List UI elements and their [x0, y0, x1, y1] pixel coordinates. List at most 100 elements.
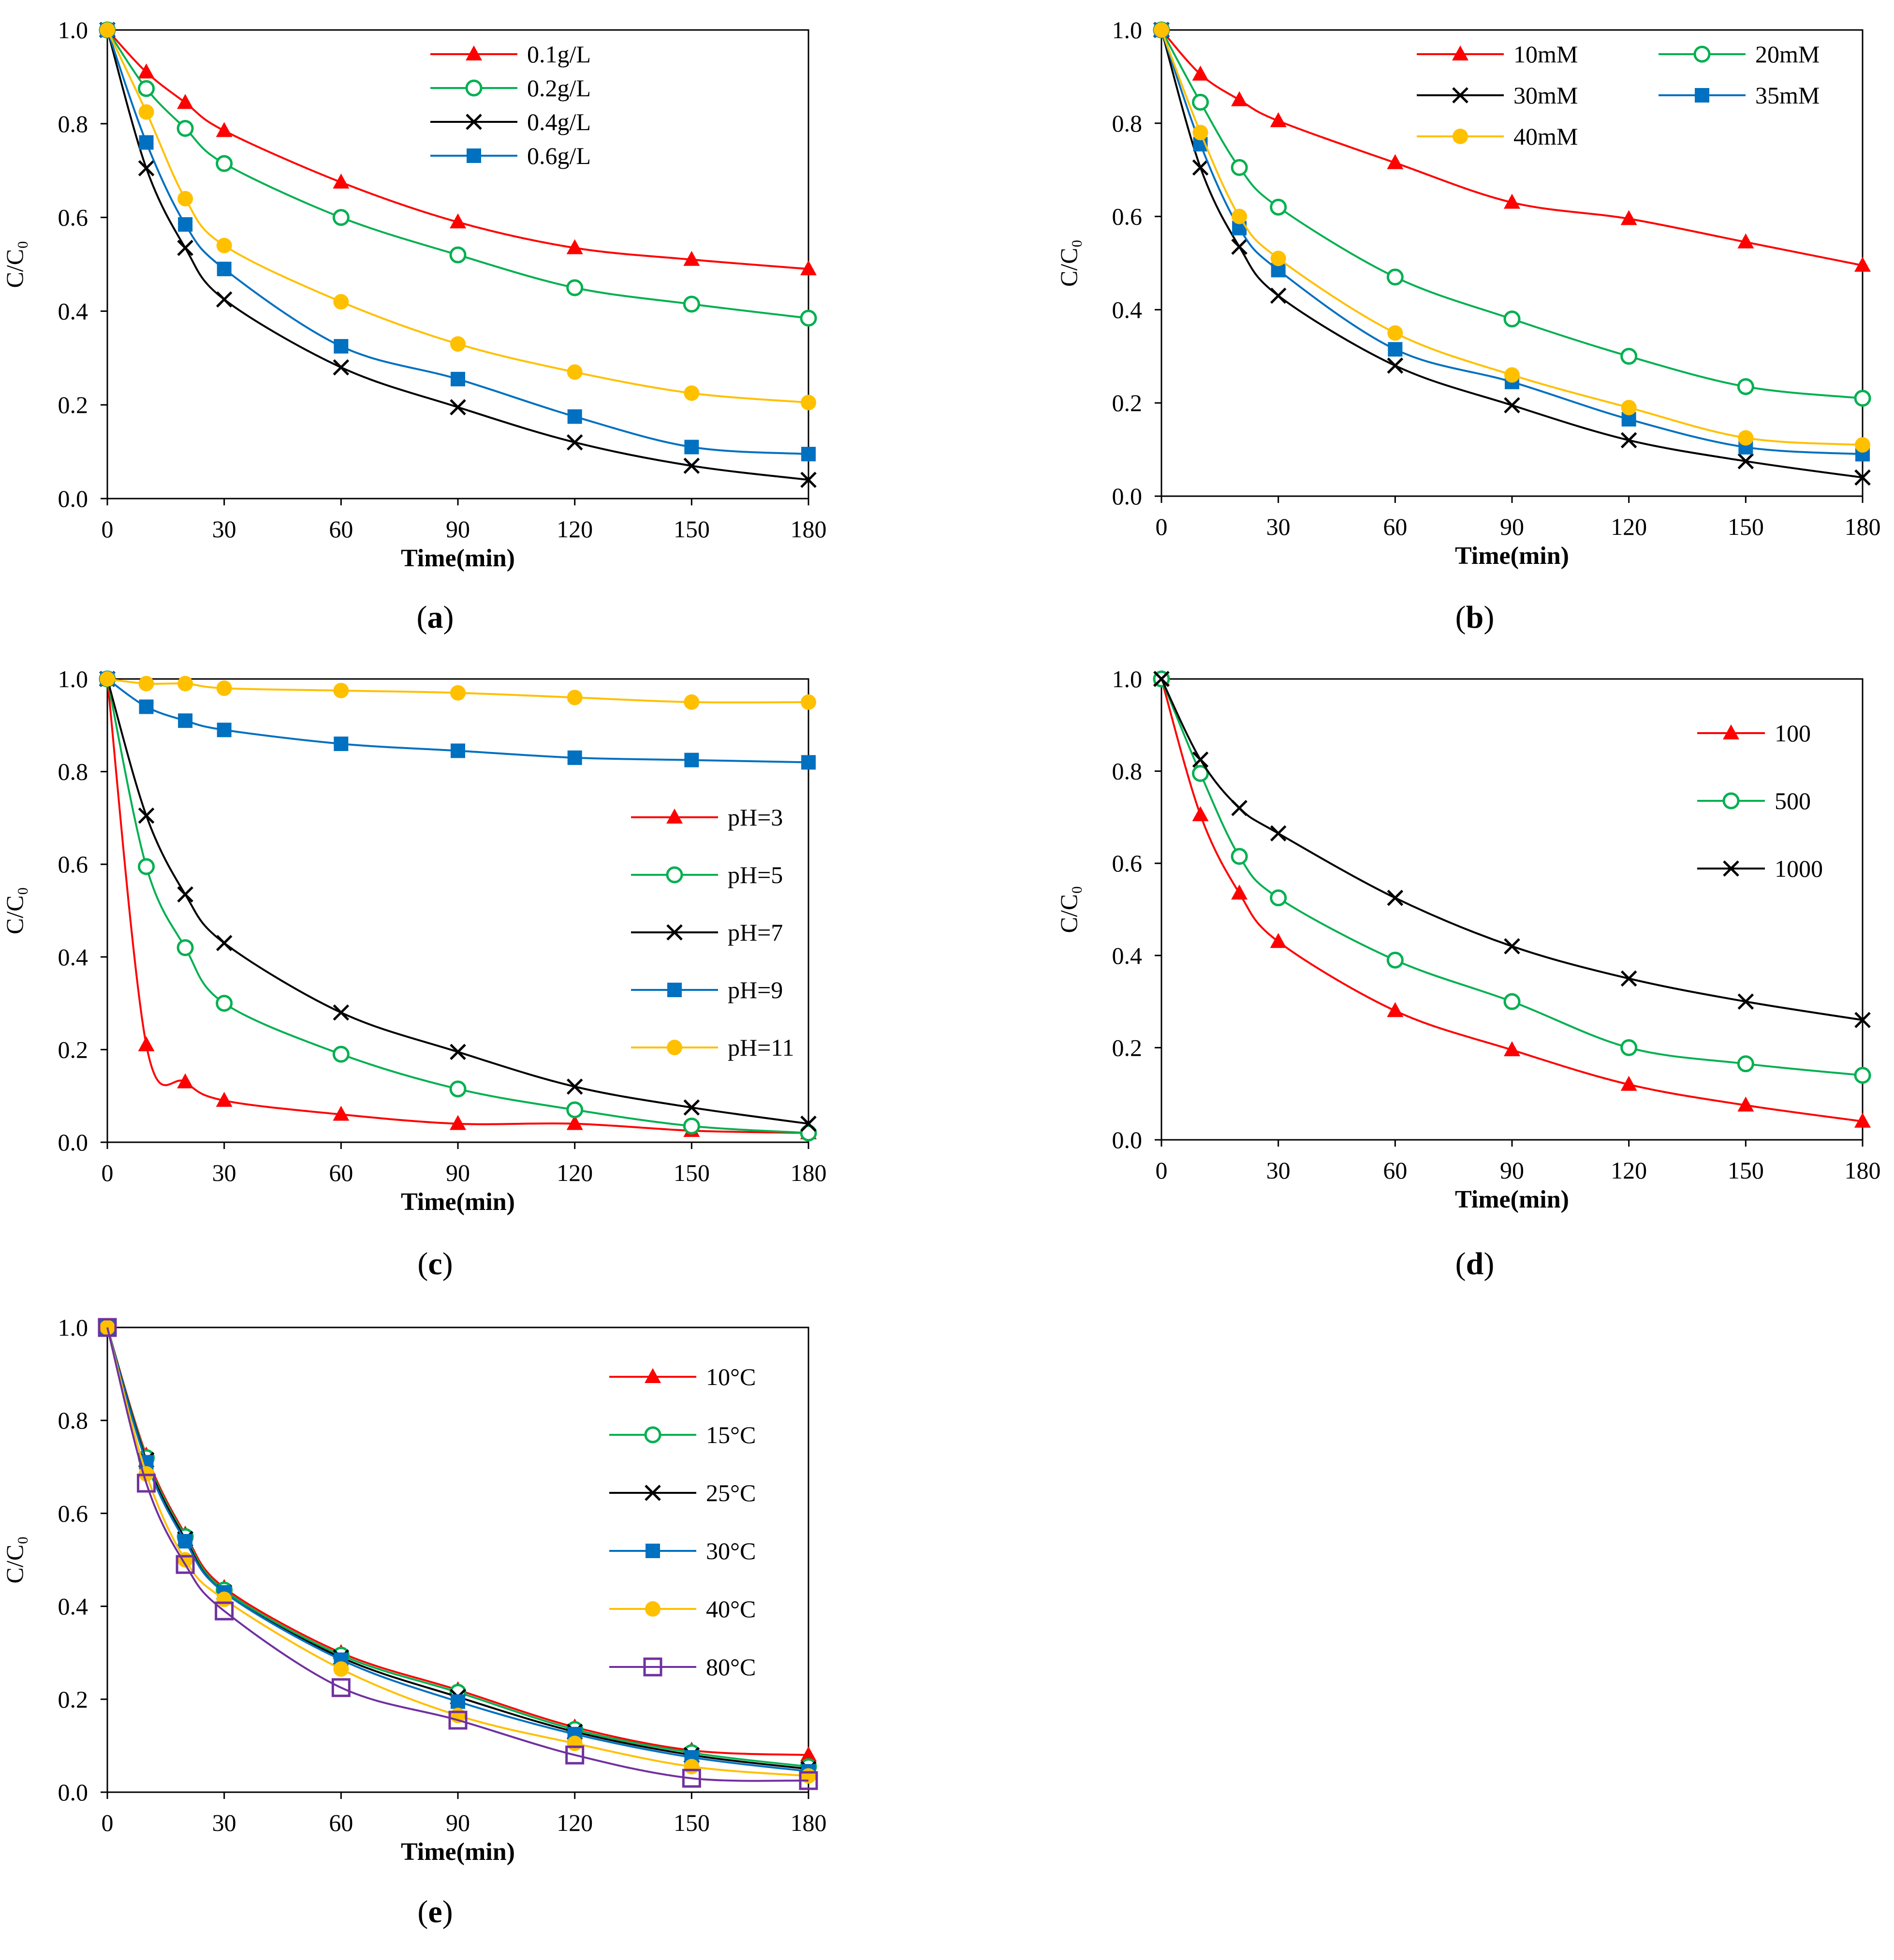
- data-point: [1270, 889, 1287, 907]
- y-axis-title: C/C₀: [1055, 885, 1082, 933]
- legend-marker: [645, 1368, 661, 1383]
- series-line: [106, 1327, 809, 1782]
- data-point: [216, 291, 233, 308]
- caption-paren-open: (: [1455, 600, 1466, 635]
- series-4: [1154, 22, 1870, 453]
- x-tick-label: 90: [446, 1159, 470, 1186]
- data-point: [334, 339, 349, 354]
- x-tick-label: 90: [1500, 513, 1524, 540]
- data-point: [1386, 951, 1404, 969]
- data-point: [1270, 112, 1287, 127]
- panel-caption: (a): [417, 600, 454, 635]
- data-point: [178, 713, 193, 728]
- legend-label: pH=7: [728, 919, 783, 946]
- data-point: [566, 239, 583, 254]
- data-point: [216, 680, 232, 696]
- legend-marker: [667, 1040, 682, 1055]
- x-tick-label: 0: [102, 1809, 114, 1836]
- series-0: [1153, 670, 1871, 1128]
- data-point: [684, 694, 700, 710]
- y-tick-label: 0.4: [1112, 296, 1143, 323]
- data-point: [1192, 65, 1209, 81]
- panel-caption: (e): [417, 1894, 453, 1930]
- plot-frame: [106, 29, 809, 500]
- data-point: [451, 1694, 465, 1709]
- data-point: [567, 1736, 583, 1752]
- caption-letter: e: [428, 1894, 442, 1930]
- data-point: [800, 1115, 817, 1132]
- data-point: [216, 1592, 232, 1607]
- data-point: [1192, 125, 1208, 141]
- panel-caption: (c): [417, 1246, 453, 1282]
- data-point: [1855, 437, 1870, 453]
- x-tick-label: 120: [557, 1159, 593, 1186]
- data-point: [1620, 970, 1637, 987]
- data-point: [138, 104, 154, 120]
- legend-entry: 10mM: [1417, 41, 1578, 68]
- legend-entry: 0.2g/L: [430, 74, 591, 102]
- data-point: [334, 737, 349, 752]
- data-point: [1231, 238, 1248, 255]
- data-point: [1192, 765, 1209, 782]
- data-point: [1504, 193, 1520, 209]
- data-point: [1192, 806, 1209, 822]
- x-tick-label: 0: [102, 1159, 114, 1186]
- data-point: [177, 94, 194, 109]
- data-point: [215, 1601, 234, 1621]
- data-point: [1737, 1055, 1754, 1073]
- series-line: [106, 29, 809, 481]
- data-point: [1854, 390, 1871, 407]
- data-point: [1231, 848, 1248, 865]
- legend: 100 500 1000: [1697, 720, 1823, 882]
- data-point: [684, 440, 699, 455]
- data-point: [138, 807, 155, 824]
- data-point: [800, 472, 817, 488]
- x-tick-label: 0: [102, 516, 114, 543]
- data-point: [1153, 671, 1170, 687]
- data-point: [1737, 993, 1754, 1010]
- data-point: [451, 743, 465, 758]
- caption-letter: c: [428, 1246, 442, 1282]
- data-point: [332, 1046, 350, 1063]
- series-line: [1160, 29, 1863, 399]
- data-point: [216, 995, 233, 1012]
- legend-entry: 20mM: [1659, 41, 1820, 68]
- data-point: [138, 1036, 155, 1051]
- x-tick-label: 120: [557, 1809, 593, 1836]
- legend-label: pH=9: [728, 976, 783, 1003]
- data-point: [178, 217, 193, 232]
- data-point: [1270, 198, 1287, 216]
- series-4: [100, 22, 816, 411]
- x-tick-label: 60: [329, 1809, 353, 1836]
- data-point: [566, 434, 583, 451]
- data-point: [448, 1710, 468, 1730]
- data-point: [98, 1318, 117, 1337]
- data-point: [1504, 1041, 1520, 1057]
- data-point: [566, 1078, 583, 1095]
- legend-entry: 0.1g/L: [430, 41, 591, 68]
- data-point: [450, 399, 466, 415]
- y-tick-label: 1.0: [58, 1314, 88, 1341]
- series-line: [106, 678, 809, 764]
- y-axis-title: C/C₀: [1, 1536, 28, 1583]
- y-tick-label: 0.2: [1112, 389, 1143, 416]
- caption-paren-open: (: [417, 600, 427, 635]
- data-point: [1737, 453, 1754, 470]
- data-point: [683, 1117, 700, 1135]
- x-tick-label: 180: [791, 1159, 827, 1186]
- y-tick-label: 0.2: [58, 391, 88, 418]
- y-tick-label: 0.6: [58, 204, 88, 231]
- legend-label: pH=3: [728, 804, 783, 831]
- data-point: [1387, 154, 1404, 169]
- series-1: [1153, 21, 1871, 407]
- data-point: [1620, 210, 1637, 225]
- x-tick-label: 30: [212, 1809, 236, 1836]
- data-point: [683, 251, 700, 266]
- y-tick-label: 0.0: [58, 1129, 88, 1156]
- x-tick-label: 150: [1728, 513, 1764, 540]
- x-tick-label: 0: [1156, 1157, 1168, 1184]
- x-axis-title: Time(min): [401, 1188, 515, 1216]
- y-tick-label: 0.4: [58, 1593, 88, 1620]
- data-point: [566, 1115, 583, 1130]
- x-tick-label: 60: [1383, 513, 1407, 540]
